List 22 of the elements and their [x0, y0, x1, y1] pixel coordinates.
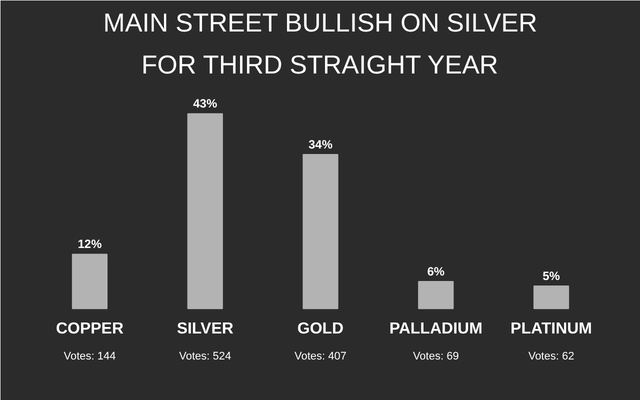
bar [418, 280, 454, 310]
data-label: 6% [427, 264, 445, 278]
chart-subtitle: FOR THIRD STRAIGHT YEAR [141, 50, 498, 80]
text: Votes: 407 [294, 350, 347, 363]
bar [533, 285, 570, 310]
x-tick-label: PALLADIUM [389, 320, 482, 338]
data-label: 43% [193, 96, 218, 111]
x-tick-label: SILVER [176, 320, 234, 338]
chart-title: MAIN STREET BULLISH ON SILVER [103, 8, 538, 38]
x-tick-label: GOLD [297, 320, 344, 338]
x-tick-label: PLATINUM [510, 320, 592, 338]
text: Votes: 62 [528, 350, 574, 363]
data-label: 5% [542, 268, 560, 283]
bar [187, 113, 223, 310]
data-label: 12% [78, 237, 102, 252]
x-tick-label: COPPER [56, 320, 124, 338]
data-label: 34% [308, 138, 333, 152]
text: Votes: 69 [412, 350, 459, 363]
text: Votes: 144 [64, 350, 116, 363]
bar [72, 254, 108, 310]
bar [302, 154, 338, 310]
text: Votes: 524 [179, 350, 232, 363]
